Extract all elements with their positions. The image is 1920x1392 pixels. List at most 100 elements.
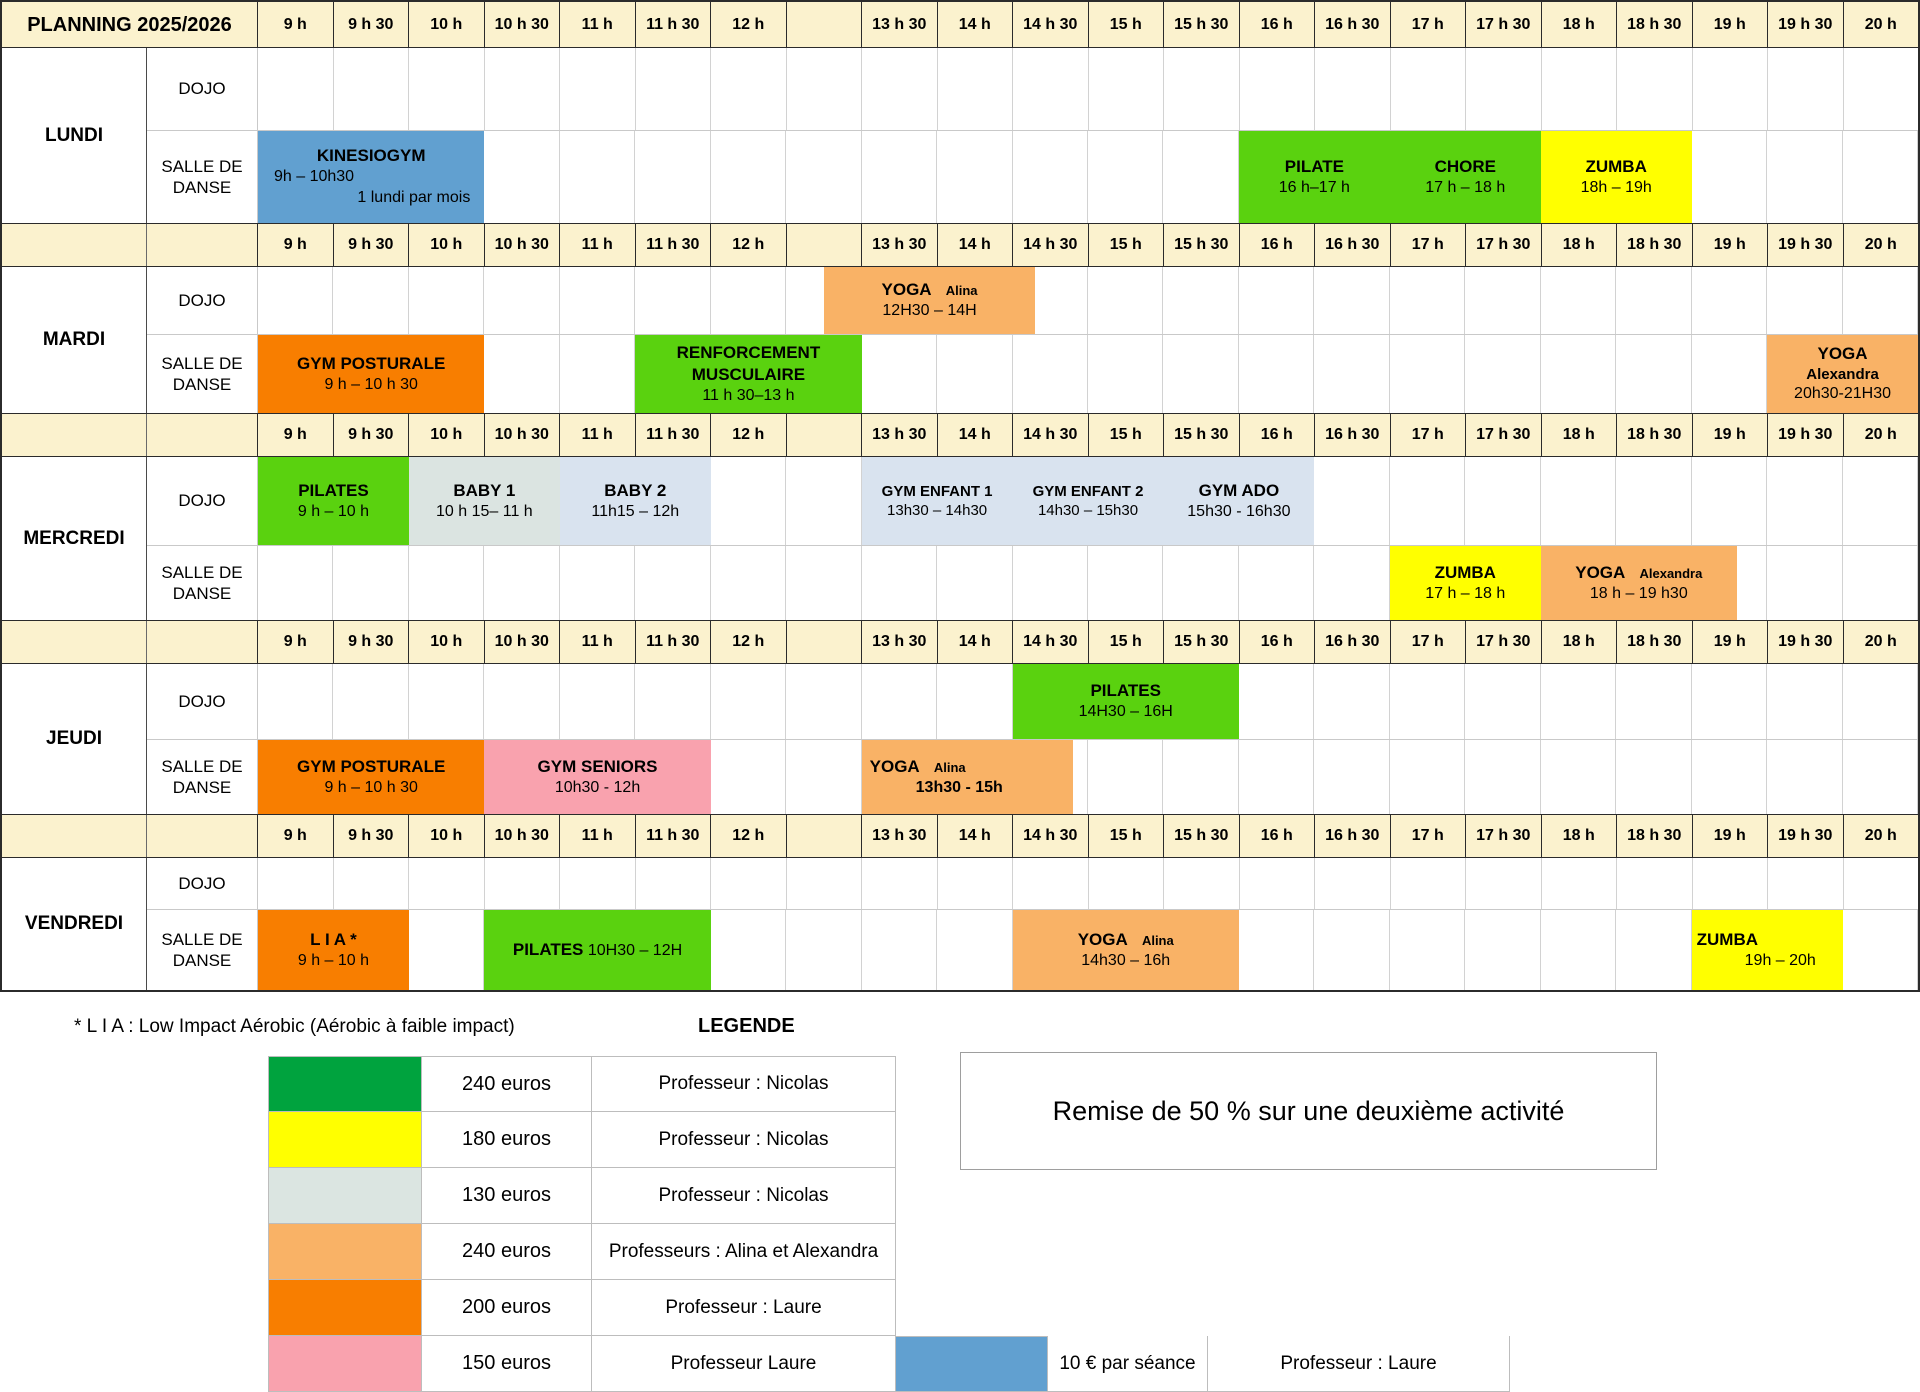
grid-cell — [1692, 267, 1768, 334]
time-strip: PILATES 9 h – 10 h BABY 1 10 h 15– 11 h BABY… — [258, 457, 1918, 545]
grid-cell — [484, 131, 560, 223]
activity-time: 20h30-21H30 — [1794, 385, 1892, 403]
time-strip: YOGA Alina 12H30 – 14H — [258, 267, 1918, 334]
time-label: 11 h 30 — [636, 815, 711, 857]
legend-professor: Professeur : Laure — [592, 1280, 896, 1336]
time-label: 11 h — [560, 2, 636, 47]
time-label: 19 h — [1693, 224, 1768, 266]
activity-time: 14h30 – 16h — [1081, 951, 1171, 969]
grid-cell — [1542, 858, 1617, 909]
grid-cell — [1390, 740, 1466, 814]
activity-time: 14h30 – 15h30 — [1037, 502, 1139, 519]
activity-title: PILATES — [298, 480, 369, 500]
grid-cell — [711, 457, 787, 545]
grid-cell — [1617, 48, 1693, 130]
time-label: 13 h 30 — [862, 414, 938, 456]
legend-title: LEGENDE — [698, 1015, 795, 1037]
grid-cell — [862, 546, 938, 620]
time-label: 17 h — [1391, 414, 1466, 456]
grid-cell — [711, 858, 787, 909]
time-label: 17 h — [1391, 815, 1466, 857]
time-label: 14 h 30 — [1013, 414, 1089, 456]
schedule-row: SALLE DE DANSE L I A * 9 h – 10 h PILATES 1… — [147, 910, 1918, 990]
time-label: 9 h 30 — [334, 414, 409, 456]
time-label: 10 h 30 — [485, 815, 560, 857]
time-label: 13 h 30 — [862, 621, 938, 663]
professor-name: Alina — [1141, 932, 1174, 948]
grid-cell — [1013, 546, 1088, 620]
grid-cell — [1843, 546, 1918, 620]
time-label: 14 h — [938, 414, 1013, 456]
legend-professor: Professeur : Nicolas — [592, 1112, 896, 1168]
time-label: 10 h 30 — [485, 2, 560, 47]
legend-color-swatch — [268, 1336, 422, 1392]
grid-cell — [484, 664, 560, 739]
activity-time: 9 h – 10 h 30 — [324, 375, 418, 393]
time-label: 17 h 30 — [1466, 815, 1542, 857]
time-label: 12 h — [711, 224, 787, 266]
grid-cell — [1163, 740, 1239, 814]
grid-cell — [1390, 910, 1466, 990]
activity-block-pilates: PILATES 9 h – 10 h — [258, 457, 409, 545]
time-label: 17 h — [1391, 224, 1466, 266]
activity-title: PILATES — [512, 939, 584, 959]
activity-note: 1 lundi par mois — [357, 189, 471, 207]
time-label: 9 h — [258, 815, 334, 857]
activity-time: 9 h – 10 h — [297, 951, 370, 969]
grid-cell — [1767, 267, 1843, 334]
activity-block-pilate: PILATE 16 h–17 h — [1238, 131, 1390, 223]
professor-name: Alina — [933, 759, 966, 775]
day-section-mardi: MARDI DOJO YOGA Alina 12H30 – 14H SALLE DE D… — [2, 267, 1918, 413]
time-label: 18 h 30 — [1617, 621, 1693, 663]
grid-cell — [1767, 546, 1843, 620]
grid-cell — [484, 335, 560, 413]
grid-cell — [635, 664, 711, 739]
activity-title: YOGA — [1817, 343, 1868, 363]
grid-cell — [1616, 664, 1692, 739]
grid-cell — [711, 48, 787, 130]
time-label: 10 h 30 — [485, 224, 560, 266]
grid-cell — [1239, 546, 1315, 620]
time-label: 13 h 30 — [862, 2, 938, 47]
time-label — [787, 414, 862, 456]
grid-cell — [1466, 48, 1542, 130]
room-label: SALLE DE DANSE — [147, 740, 258, 814]
time-label: 14 h 30 — [1013, 815, 1089, 857]
time-label: 14 h — [938, 224, 1013, 266]
professor-name: Alexandra — [1639, 565, 1703, 581]
day-label: JEUDI — [2, 664, 147, 814]
grid-cell — [635, 267, 711, 334]
time-label: 10 h — [409, 621, 485, 663]
legend-professor: Professeur : Laure — [1208, 1336, 1510, 1392]
time-header-spacer — [147, 224, 258, 266]
grid-cell — [786, 910, 862, 990]
grid-cell — [711, 664, 787, 739]
time-label: 18 h 30 — [1617, 414, 1693, 456]
day-section-mercredi: MERCREDI DOJO PILATES 9 h – 10 h BABY 1 10 h … — [2, 457, 1918, 620]
activity-block-baby-2: BABY 2 11h15 – 12h — [559, 457, 711, 545]
grid-cell — [409, 48, 485, 130]
grid-cell — [635, 546, 711, 620]
time-label: 12 h — [711, 414, 787, 456]
time-label: 18 h — [1542, 414, 1617, 456]
grid-cell — [1239, 664, 1315, 739]
legend-row: 130 euros Professeur : Nicolas — [268, 1168, 1510, 1224]
grid-cell — [333, 546, 409, 620]
grid-cell — [1692, 335, 1768, 413]
schedule-row: DOJO — [147, 858, 1918, 910]
activity-title: ZUMBA — [1696, 929, 1759, 949]
grid-cell — [1163, 267, 1239, 334]
activity-block-yoga: YOGA Alina 13h30 - 15h — [861, 740, 1073, 814]
grid-cell — [1767, 457, 1843, 545]
grid-cell — [1013, 858, 1089, 909]
room-label: DOJO — [147, 457, 258, 545]
grid-cell — [1088, 267, 1164, 334]
grid-cell — [258, 546, 334, 620]
grid-cell — [1541, 664, 1617, 739]
time-header-spacer — [2, 621, 147, 663]
grid-cell — [560, 131, 636, 223]
grid-cell — [560, 858, 636, 909]
